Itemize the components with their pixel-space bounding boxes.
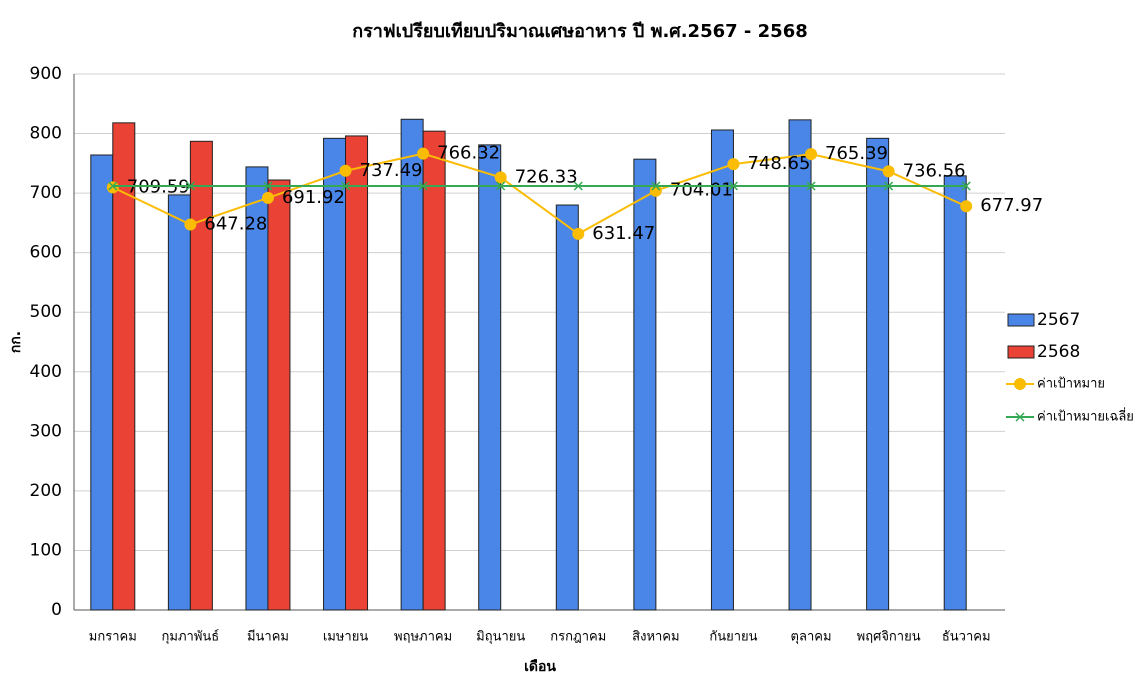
x-tick-label: พฤศจิกายน [857, 630, 921, 645]
legend-label: 2567 [1037, 310, 1080, 330]
marker [960, 200, 973, 213]
marker [496, 181, 506, 191]
bar [323, 137, 347, 611]
line [112, 152, 967, 236]
bar [633, 158, 657, 611]
y-tick-label: 200 [30, 481, 62, 501]
x-tick-label: ตุลาคม [791, 630, 832, 645]
marker [882, 165, 895, 178]
marker [572, 227, 585, 240]
data-label: 766.32 [437, 143, 500, 164]
x-tick-label: สิงหาคม [632, 630, 679, 645]
data-label: 765.39 [825, 143, 888, 164]
bar [710, 129, 734, 611]
legend-item: ค่าเป้าหมายเฉลี่ย [1006, 408, 1134, 425]
marker [263, 181, 273, 191]
marker [494, 171, 507, 184]
y-tick-label: 300 [30, 421, 62, 441]
marker [339, 164, 352, 177]
x-axis-label: เดือน [524, 659, 556, 675]
bar [943, 175, 967, 611]
legend-marker [1014, 378, 1026, 390]
marker [184, 218, 197, 231]
legend-item: 2567 [1007, 310, 1080, 330]
marker [649, 184, 662, 197]
x-tick-label: มิถุนายน [476, 630, 525, 645]
marker [884, 181, 894, 191]
legend-marker [1015, 412, 1025, 422]
bar [866, 137, 890, 611]
bar [112, 122, 136, 611]
marker [106, 181, 119, 194]
legend-label: 2568 [1037, 342, 1080, 362]
x-tick-label: ธันวาคม [942, 630, 991, 645]
bar [267, 179, 291, 611]
y-tick-label: 400 [30, 362, 62, 382]
y-tick-label: 700 [30, 183, 62, 203]
marker [417, 147, 430, 160]
data-label: 647.28 [204, 214, 267, 235]
x-tick-label: กรกฎาคม [550, 630, 606, 645]
marker [185, 181, 195, 191]
legend-swatch [1007, 345, 1035, 359]
marker [573, 181, 583, 191]
marker [961, 181, 971, 191]
data-label: 748.65 [747, 153, 810, 174]
marker [261, 191, 274, 204]
y-tick-label: 600 [30, 243, 62, 263]
data-label: 726.33 [515, 166, 578, 187]
data-label: 631.47 [592, 223, 655, 244]
y-tick-label: 500 [30, 302, 62, 322]
y-axis-label: กก. [8, 331, 24, 353]
data-label: 691.92 [282, 187, 345, 208]
marker [418, 181, 428, 191]
bar [345, 135, 369, 611]
marker [806, 181, 816, 191]
x-tick-label: กุมภาพันธ์ [162, 629, 220, 645]
x-tick-label: พฤษภาคม [394, 630, 452, 645]
x-tick-label: กันยายน [709, 630, 757, 645]
data-label: 677.97 [980, 195, 1043, 216]
bar [90, 154, 114, 611]
legend-label: ค่าเป้าหมายเฉลี่ย [1037, 408, 1134, 425]
x-tick-label: มกราคม [89, 630, 137, 645]
bar [555, 204, 579, 611]
legend-item: 2568 [1007, 342, 1080, 362]
x-tick-label: มีนาคม [247, 629, 289, 645]
chart-title: กราฟเปรียบเทียบปริมาณเศษอาหาร ปี พ.ศ.256… [352, 21, 808, 42]
legend-swatch [1007, 313, 1035, 327]
bar [400, 118, 424, 611]
bar [189, 140, 213, 611]
marker [651, 181, 661, 191]
y-tick-label: 800 [30, 124, 62, 144]
marker [728, 181, 738, 191]
data-label: 737.49 [360, 160, 423, 181]
data-label: 736.56 [903, 160, 966, 181]
bar [167, 194, 191, 611]
legend-item: ค่าเป้าหมาย [1006, 377, 1105, 392]
x-tick-label: เมษายน [323, 630, 368, 645]
marker [727, 158, 740, 171]
y-tick-label: 900 [30, 64, 62, 84]
y-tick-label: 100 [30, 540, 62, 560]
data-label: 704.01 [670, 180, 733, 201]
y-tick-label: 0 [51, 600, 62, 620]
bar [788, 119, 812, 611]
marker [805, 148, 818, 161]
bar [422, 130, 446, 611]
legend-label: ค่าเป้าหมาย [1037, 377, 1105, 392]
marker [108, 181, 118, 191]
marker [341, 181, 351, 191]
bar [478, 144, 502, 611]
